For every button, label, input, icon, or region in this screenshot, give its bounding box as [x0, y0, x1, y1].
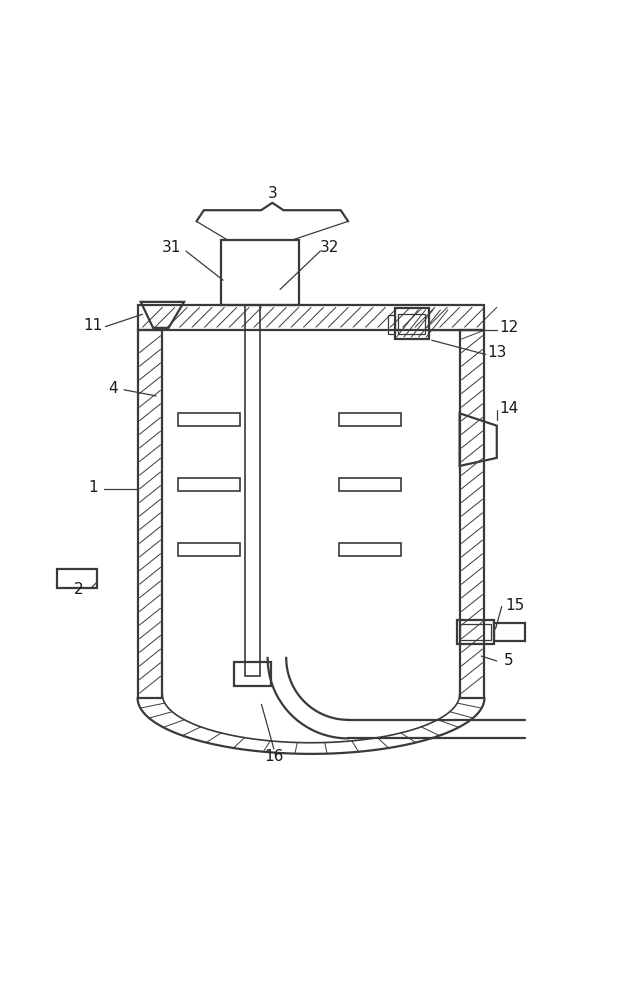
Bar — [457, 620, 494, 644]
Bar — [339, 543, 401, 556]
Bar — [178, 543, 240, 556]
Text: 2: 2 — [74, 582, 83, 597]
Bar — [137, 305, 485, 330]
Text: 32: 32 — [320, 240, 339, 255]
Text: 4: 4 — [108, 381, 118, 396]
Bar — [339, 478, 401, 491]
Bar — [57, 569, 98, 588]
Bar — [460, 330, 485, 698]
Text: 11: 11 — [83, 318, 103, 333]
Text: 16: 16 — [264, 749, 284, 764]
Text: 12: 12 — [499, 320, 519, 335]
Text: 13: 13 — [487, 345, 506, 360]
Bar — [388, 315, 394, 334]
Text: 3: 3 — [267, 186, 277, 201]
Bar — [394, 308, 429, 339]
Bar — [234, 662, 271, 686]
Bar — [494, 623, 524, 641]
Text: 5: 5 — [504, 653, 514, 668]
Bar — [460, 624, 491, 640]
Bar — [339, 413, 401, 426]
Text: 1: 1 — [88, 480, 98, 495]
Bar — [221, 240, 299, 305]
Text: 31: 31 — [162, 240, 182, 255]
Text: 15: 15 — [506, 598, 525, 613]
Text: 14: 14 — [499, 401, 519, 416]
Bar — [398, 314, 425, 334]
Bar — [244, 305, 260, 676]
Bar — [178, 478, 240, 491]
Bar — [178, 413, 240, 426]
Bar — [137, 330, 162, 698]
